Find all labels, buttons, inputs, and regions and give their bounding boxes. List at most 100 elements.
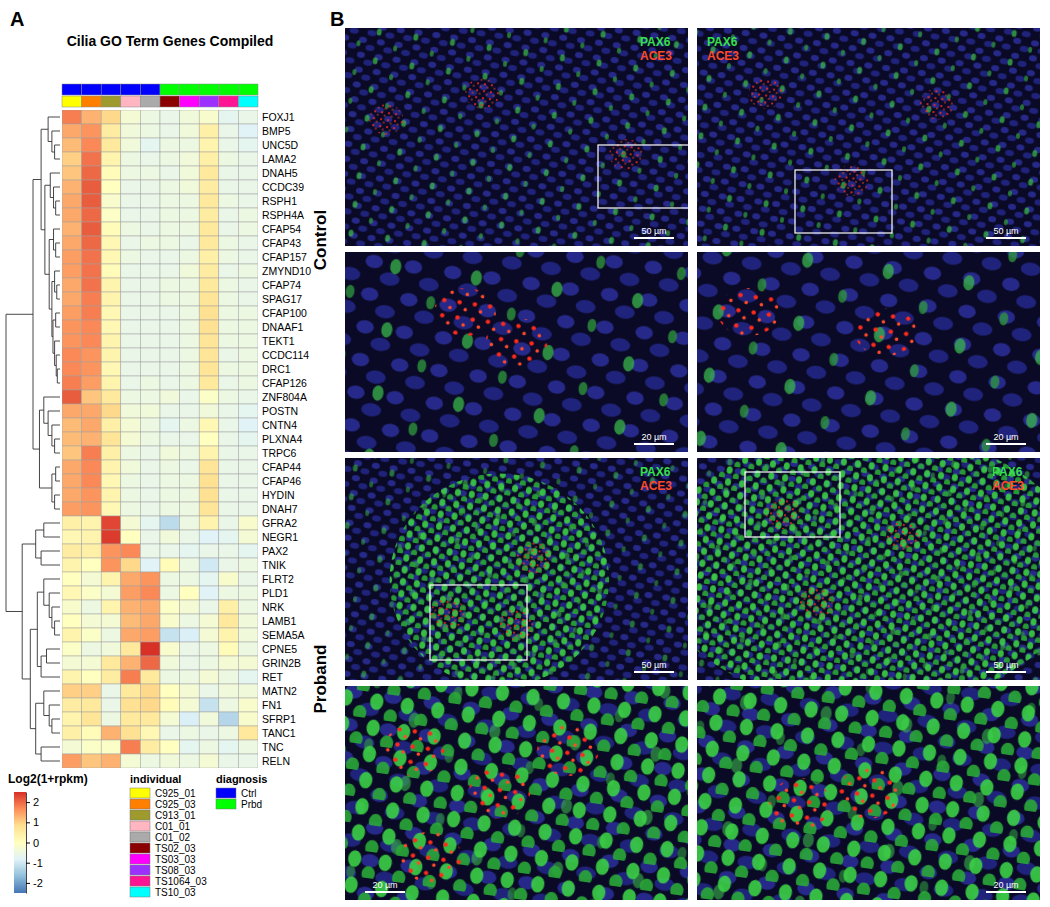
stain-label: ACE3 [707,49,739,63]
micrograph-background [345,28,688,246]
heatmap-cell [238,278,258,292]
heatmap-cell [199,712,219,726]
nuclei-texture [697,28,1040,246]
heatmap-cell [62,180,82,194]
heatmap-cell [101,516,121,530]
row-label: BMP5 [262,125,291,137]
row-label: MATN2 [262,685,297,697]
row-dendrogram [6,117,60,761]
heatmap-cell [62,474,82,488]
heatmap-cell [219,754,239,768]
heatmap-cell [140,208,160,222]
heatmap-cell [140,460,160,474]
heatmap-cell [140,614,160,628]
heatmap-cell [101,348,121,362]
heatmap-cell [238,530,258,544]
colorbar-tick-label: 0 [33,837,39,849]
heatmap-cell [180,320,200,334]
heatmap-cell [121,390,141,404]
row-label: NRK [262,601,284,613]
heatmap-cell [219,320,239,334]
heatmap-cell [121,306,141,320]
heatmap-cell [238,712,258,726]
heatmap-cell [140,292,160,306]
heatmap-cell [140,306,160,320]
heatmap-cell [219,726,239,740]
heatmap-cell [101,572,121,586]
heatmap-cell [140,572,160,586]
heatmap-cell [160,726,180,740]
heatmap-cell [101,390,121,404]
row-label: CFAP46 [262,475,301,487]
diagnosis-annotation-cell [62,84,82,95]
heatmap-cell [140,712,160,726]
heatmap-cell [199,278,219,292]
heatmap-cell [101,670,121,684]
heatmap-cell [219,502,239,516]
scale-bar-label: 50 µm [641,226,666,236]
heatmap-cell [199,460,219,474]
row-label: DNAH7 [262,503,298,515]
heatmap-cell [121,502,141,516]
row-label: DNAH5 [262,167,298,179]
dendrogram-link [55,145,60,159]
heatmap-cell [160,558,180,572]
heatmap-cell [101,460,121,474]
heatmap-cell [62,390,82,404]
colorbar-tick: 0 [26,837,39,849]
heatmap-cell [199,516,219,530]
heatmap-cell [82,558,102,572]
heatmap-cell [219,740,239,754]
legend-label: C01_01 [155,821,190,832]
heatmap-cell [160,544,180,558]
heatmap-cell [219,712,239,726]
heatmap-cell [199,642,219,656]
dendrogram-link [6,314,33,611]
heatmap-cell [140,544,160,558]
colorbar-tick-mark [26,863,30,864]
heatmap-cell [199,348,219,362]
heatmap-cell [121,152,141,166]
dendrogram-link [54,229,60,250]
micrograph: PAX6ACE350 µm [345,458,688,687]
heatmap-cell [199,264,219,278]
heatmap-cell [62,404,82,418]
row-label: RSPH4A [262,209,304,221]
heatmap-cell [101,754,121,768]
heatmap-cell [62,712,82,726]
ace3-cluster [434,288,496,336]
heatmap-cell [121,418,141,432]
heatmap-cell [180,292,200,306]
heatmap-cell [180,572,200,586]
diagnosis-annotation-cell [180,84,200,95]
heatmap-cell [219,264,239,278]
heatmap-cell [160,488,180,502]
heatmap-cell [82,348,102,362]
heatmap-cell [160,740,180,754]
scale-bar [634,671,674,673]
heatmap-cell [121,712,141,726]
heatmap-cell [219,124,239,138]
heatmap-cell [160,390,180,404]
heatmap-cell [219,362,239,376]
legend-label: C925_01 [155,788,196,799]
heatmap-cell [160,208,180,222]
row-label: RSPH1 [262,195,297,207]
heatmap-cell [62,656,82,670]
heatmap-cell [180,530,200,544]
row-label: RELN [262,755,290,767]
heatmap-cell [82,306,102,320]
heatmap-cell [180,348,200,362]
heatmap-cell [219,194,239,208]
scale-bar-label: 20 µm [993,432,1018,442]
scale-bar [986,671,1026,673]
heatmap-cell [140,684,160,698]
individual-annotation-cell [121,96,141,107]
heatmap-cell [82,124,102,138]
heatmap-cell [140,348,160,362]
heatmap-cell [62,208,82,222]
heatmap-cell [238,600,258,614]
legend-swatch [130,865,150,875]
dendrogram-link [36,530,44,558]
heatmap-cell [219,376,239,390]
